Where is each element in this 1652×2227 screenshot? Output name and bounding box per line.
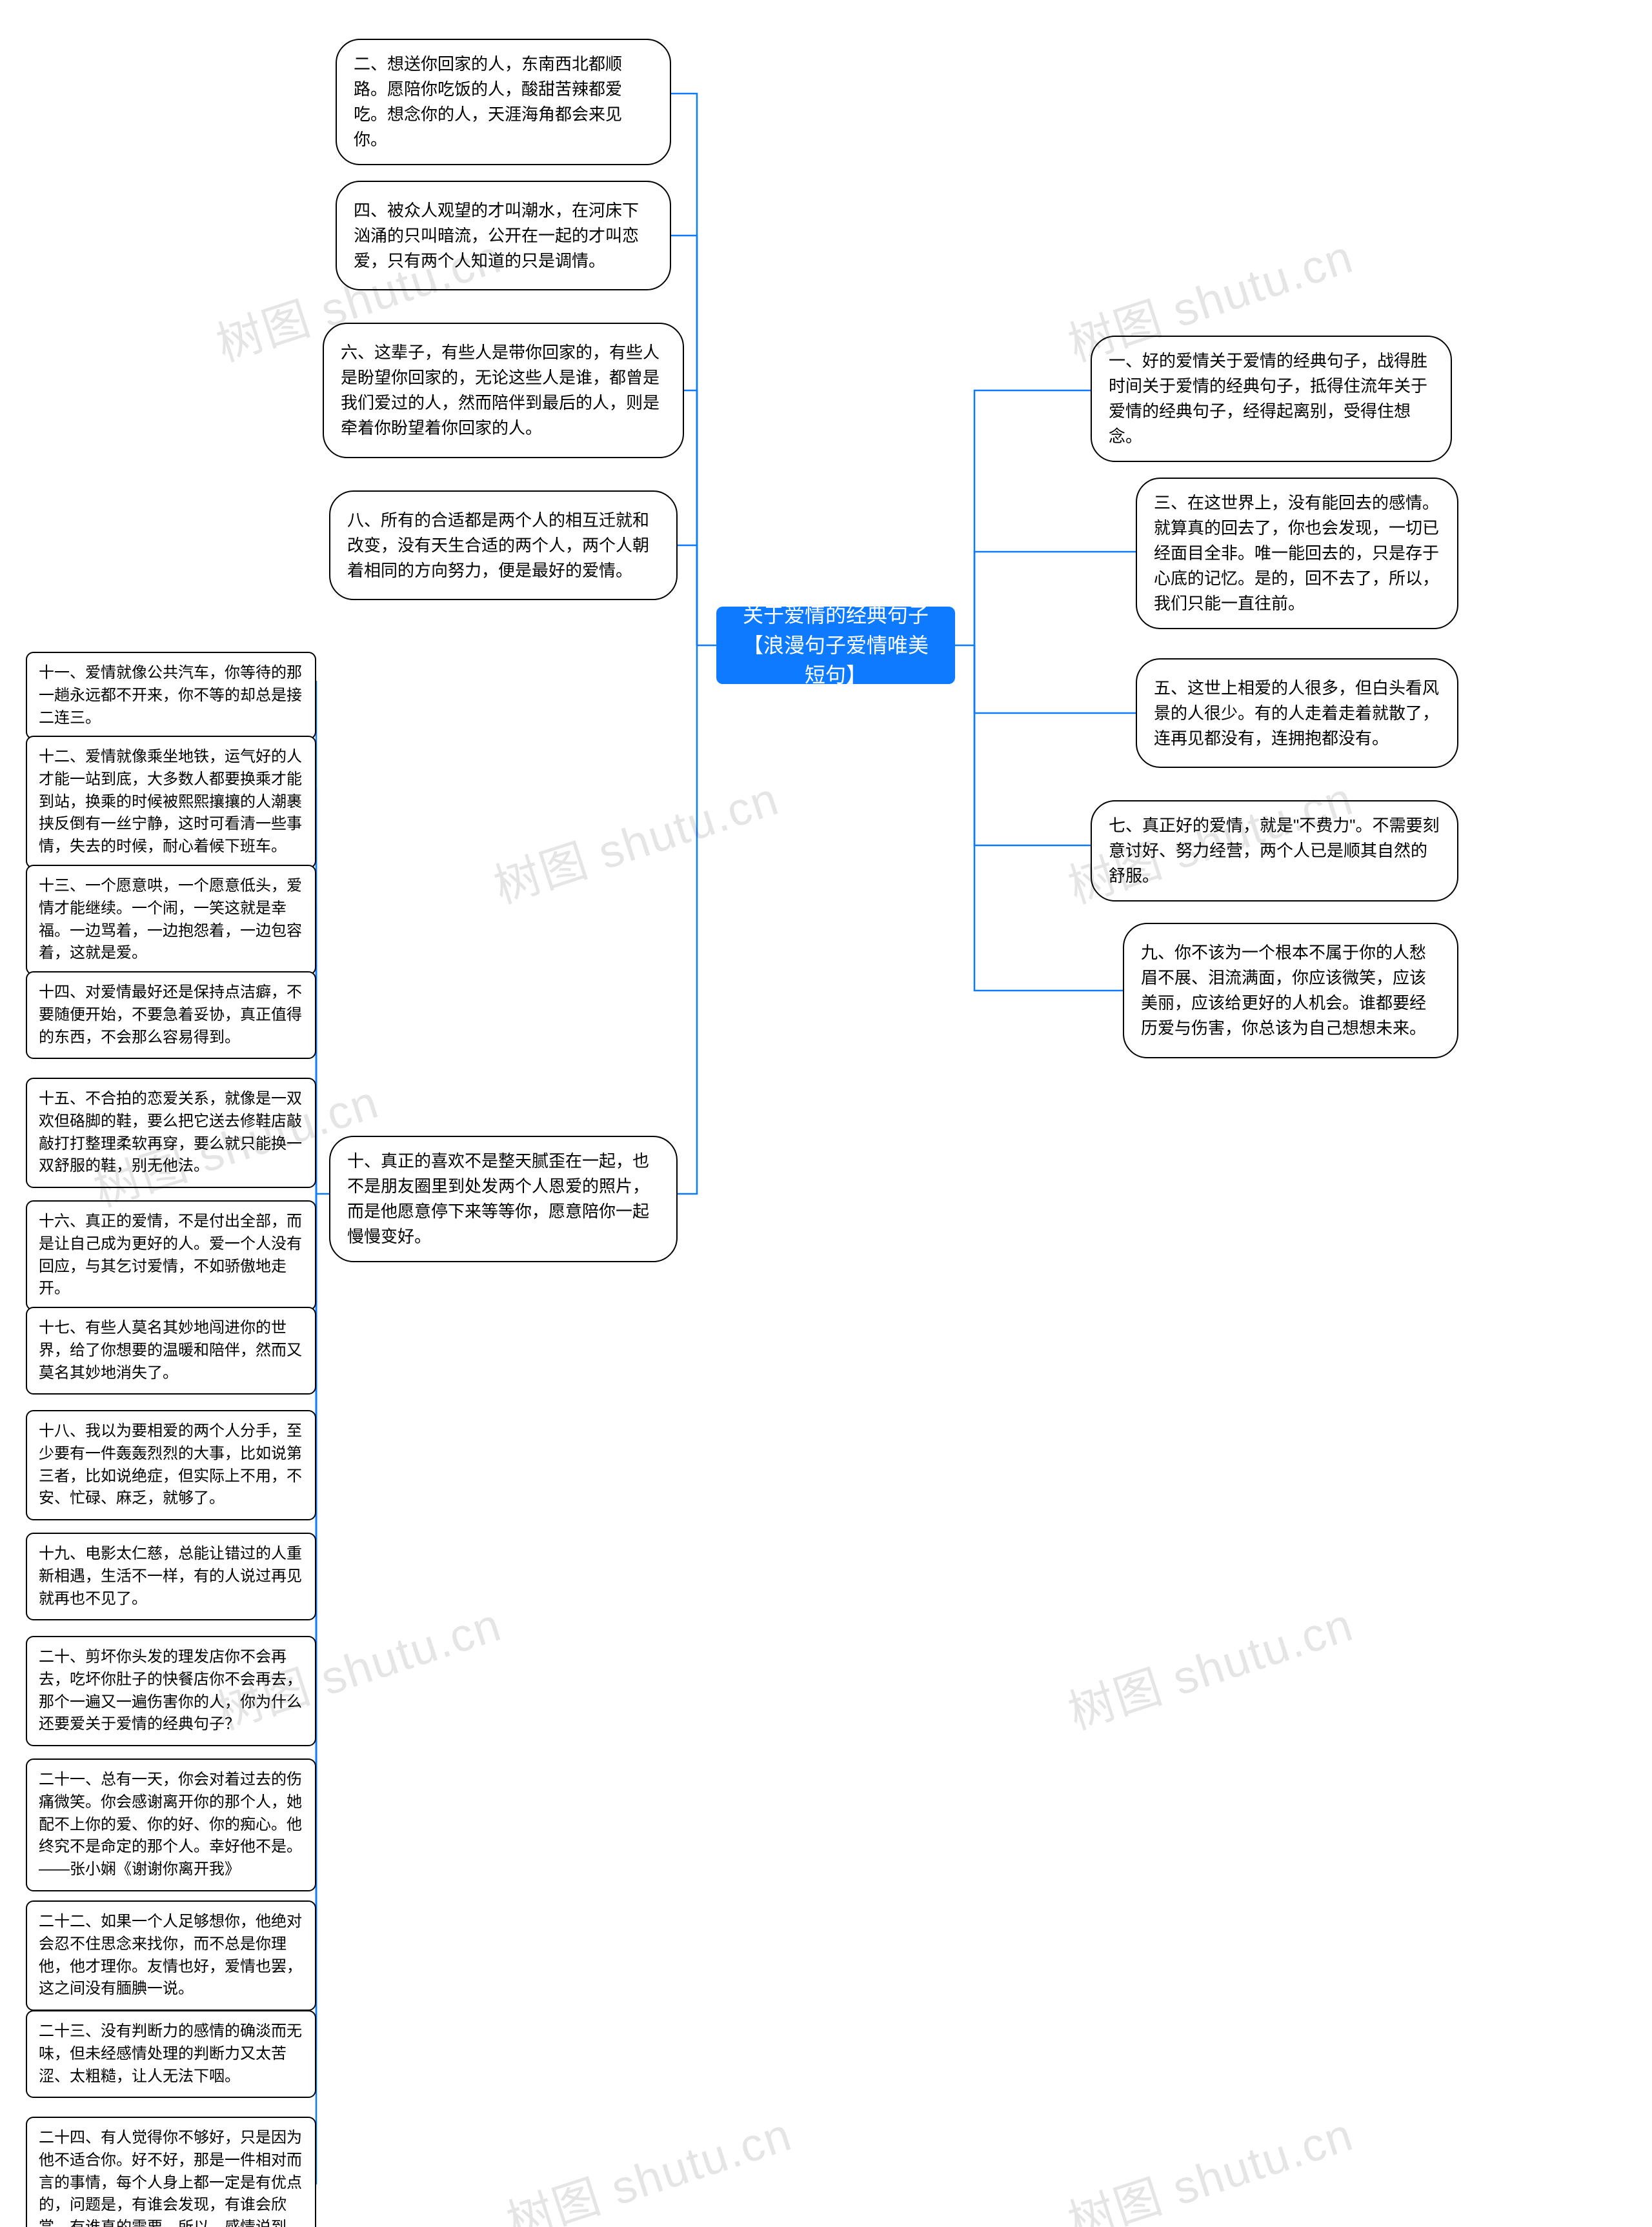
leaf-label: 二十三、没有判断力的感情的确淡而无味，但未经感情处理的判断力又太苦涩、太粗糙，让… — [39, 2020, 303, 2088]
bubble-label: 一、好的爱情关于爱情的经典句子，战得胜时间关于爱情的经典句子，抵得住流年关于爱情… — [1109, 348, 1434, 449]
leaf-l21: 二十一、总有一天，你会对着过去的伤痛微笑。你会感谢离开你的那个人，她配不上你的爱… — [26, 1758, 316, 1891]
leaf-l24: 二十四、有人觉得你不够好，只是因为他不适合你。好不好，那是一件相对而言的事情，每… — [26, 2117, 316, 2227]
leaf-label: 二十一、总有一天，你会对着过去的伤痛微笑。你会感谢离开你的那个人，她配不上你的爱… — [39, 1769, 303, 1881]
leaf-label: 十四、对爱情最好还是保持点洁癖，不要随便开始，不要急着妥协，真正值得的东西，不会… — [39, 982, 303, 1049]
leaf-label: 二十、剪坏你头发的理发店你不会再去，吃坏你肚子的快餐店你不会再去，那个一遍又一遍… — [39, 1646, 303, 1736]
watermark: 树图 shutu.cn — [1058, 2096, 1360, 2227]
bubble-b2: 二、想送你回家的人，东南西北都顺路。愿陪你吃饭的人，酸甜苦辣都爱吃。想念你的人，… — [336, 39, 671, 165]
bubble-b4: 四、被众人观望的才叫潮水，在河床下汹涌的只叫暗流，公开在一起的才叫恋爱，只有两个… — [336, 181, 671, 290]
bubble-b1: 一、好的爱情关于爱情的经典句子，战得胜时间关于爱情的经典句子，抵得住流年关于爱情… — [1091, 336, 1452, 462]
leaf-label: 十六、真正的爱情，不是付出全部，而是让自己成为更好的人。爱一个人没有回应，与其乞… — [39, 1211, 303, 1300]
bubble-b9: 九、你不该为一个根本不属于你的人愁眉不展、泪流满面，你应该微笑，应该美丽，应该给… — [1123, 923, 1458, 1058]
center-label: 关于爱情的经典句子【浪漫句子爱情唯美短句】 — [736, 600, 936, 690]
leaf-l20: 二十、剪坏你头发的理发店你不会再去，吃坏你肚子的快餐店你不会再去，那个一遍又一遍… — [26, 1636, 316, 1746]
watermark: 树图 shutu.cn — [1058, 1586, 1360, 1742]
bubble-b5: 五、这世上相爱的人很多，但白头看风景的人很少。有的人走着走着就散了，连再见都没有… — [1136, 658, 1458, 768]
leaf-label: 十二、爱情就像乘坐地铁，运气好的人才能一站到底，大多数人都要换乘才能到站，换乘的… — [39, 746, 303, 858]
leaf-label: 十五、不合拍的恋爱关系，就像是一双欢但硌脚的鞋，要么把它送去修鞋店敲敲打打整理柔… — [39, 1088, 303, 1178]
bubble-label: 六、这辈子，有些人是带你回家的，有些人是盼望你回家的，无论这些人是谁，都曾是我们… — [341, 340, 666, 441]
leaf-l17: 十七、有些人莫名其妙地闯进你的世界，给了你想要的温暖和陪伴，然而又莫名其妙地消失… — [26, 1307, 316, 1395]
bubble-label: 五、这世上相爱的人很多，但白头看风景的人很少。有的人走着走着就散了，连再见都没有… — [1154, 676, 1440, 751]
bubble-label: 七、真正好的爱情，就是"不费力"。不需要刻意讨好、努力经营，两个人已是顺其自然的… — [1109, 813, 1440, 889]
leaf-l18: 十八、我以为要相爱的两个人分手，至少要有一件轰轰烈烈的大事，比如说第三者，比如说… — [26, 1410, 316, 1520]
bubble-b6: 六、这辈子，有些人是带你回家的，有些人是盼望你回家的，无论这些人是谁，都曾是我们… — [323, 323, 684, 458]
leaf-l15: 十五、不合拍的恋爱关系，就像是一双欢但硌脚的鞋，要么把它送去修鞋店敲敲打打整理柔… — [26, 1078, 316, 1188]
leaf-l12: 十二、爱情就像乘坐地铁，运气好的人才能一站到底，大多数人都要换乘才能到站，换乘的… — [26, 736, 316, 869]
leaf-l14: 十四、对爱情最好还是保持点洁癖，不要随便开始，不要急着妥协，真正值得的东西，不会… — [26, 971, 316, 1059]
watermark: 树图 shutu.cn — [484, 760, 786, 916]
bubble-b7: 七、真正好的爱情，就是"不费力"。不需要刻意讨好、努力经营，两个人已是顺其自然的… — [1091, 800, 1458, 902]
leaf-label: 十七、有些人莫名其妙地闯进你的世界，给了你想要的温暖和陪伴，然而又莫名其妙地消失… — [39, 1317, 303, 1384]
leaf-label: 十三、一个愿意哄，一个愿意低头，爱情才能继续。一个闹，一笑这就是幸福。一边骂着，… — [39, 875, 303, 965]
leaf-label: 二十二、如果一个人足够想你，他绝对会忍不住思念来找你，而不总是你理他，他才理你。… — [39, 1911, 303, 2000]
bubble-b3: 三、在这世界上，没有能回去的感情。就算真的回去了，你也会发现，一切已经面目全非。… — [1136, 478, 1458, 629]
leaf-l16: 十六、真正的爱情，不是付出全部，而是让自己成为更好的人。爱一个人没有回应，与其乞… — [26, 1200, 316, 1311]
leaf-l23: 二十三、没有判断力的感情的确淡而无味，但未经感情处理的判断力又太苦涩、太粗糙，让… — [26, 2010, 316, 2098]
leaf-l13: 十三、一个愿意哄，一个愿意低头，爱情才能继续。一个闹，一笑这就是幸福。一边骂着，… — [26, 865, 316, 975]
center-node: 关于爱情的经典句子【浪漫句子爱情唯美短句】 — [716, 607, 955, 684]
leaf-l11: 十一、爱情就像公共汽车，你等待的那一趟永远都不开来，你不等的却总是接二连三。 — [26, 652, 316, 740]
mindmap-canvas: 关于爱情的经典句子【浪漫句子爱情唯美短句】 二、想送你回家的人，东南西北都顺路。… — [0, 0, 1652, 2227]
leaf-label: 十一、爱情就像公共汽车，你等待的那一趟永远都不开来，你不等的却总是接二连三。 — [39, 662, 303, 729]
leaf-label: 十九、电影太仁慈，总能让错过的人重新相遇，生活不一样，有的人说过再见就再也不见了… — [39, 1543, 303, 1610]
bubble-label: 八、所有的合适都是两个人的相互迁就和改变，没有天生合适的两个人，两个人朝着相同的… — [347, 508, 660, 583]
bubble-label: 四、被众人观望的才叫潮水，在河床下汹涌的只叫暗流，公开在一起的才叫恋爱，只有两个… — [354, 198, 653, 274]
watermark: 树图 shutu.cn — [497, 2096, 799, 2227]
bubble-label: 十、真正的喜欢不是整天腻歪在一起，也不是朋友圈里到处发两个人恩爱的照片，而是他愿… — [347, 1149, 660, 1249]
bubble-label: 三、在这世界上，没有能回去的感情。就算真的回去了，你也会发现，一切已经面目全非。… — [1154, 490, 1440, 616]
leaf-label: 十八、我以为要相爱的两个人分手，至少要有一件轰轰烈烈的大事，比如说第三者，比如说… — [39, 1420, 303, 1510]
leaf-l19: 十九、电影太仁慈，总能让错过的人重新相遇，生活不一样，有的人说过再见就再也不见了… — [26, 1533, 316, 1620]
leaf-label: 二十四、有人觉得你不够好，只是因为他不适合你。好不好，那是一件相对而言的事情，每… — [39, 2127, 303, 2227]
bubble-b10: 十、真正的喜欢不是整天腻歪在一起，也不是朋友圈里到处发两个人恩爱的照片，而是他愿… — [329, 1136, 678, 1262]
leaf-l22: 二十二、如果一个人足够想你，他绝对会忍不住思念来找你，而不总是你理他，他才理你。… — [26, 1900, 316, 2011]
bubble-label: 九、你不该为一个根本不属于你的人愁眉不展、泪流满面，你应该微笑，应该美丽，应该给… — [1141, 940, 1440, 1041]
bubble-label: 二、想送你回家的人，东南西北都顺路。愿陪你吃饭的人，酸甜苦辣都爱吃。想念你的人，… — [354, 52, 653, 152]
bubble-b8: 八、所有的合适都是两个人的相互迁就和改变，没有天生合适的两个人，两个人朝着相同的… — [329, 490, 678, 600]
